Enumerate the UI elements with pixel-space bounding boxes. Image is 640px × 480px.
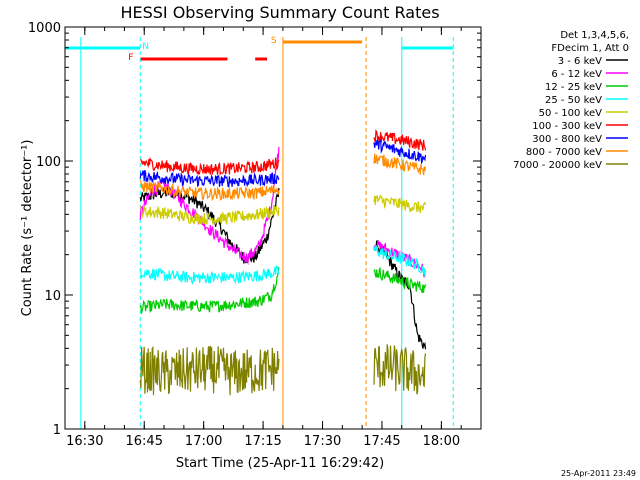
series-line: [140, 156, 280, 177]
series-line: [139, 169, 280, 188]
flag-label-f: F: [128, 53, 133, 63]
chart-title: HESSI Observing Summary Count Rates: [120, 3, 439, 22]
series-line: [373, 266, 427, 294]
legend-entry-label: 12 - 25 keV: [545, 82, 602, 93]
series-line: [139, 205, 280, 226]
legend-header: Det 1,3,4,5,6,: [560, 30, 629, 41]
legend-entry-label: 7000 - 20000 keV: [513, 160, 602, 171]
legend-entry-label: 3 - 6 keV: [558, 56, 602, 67]
series-line: [373, 194, 427, 214]
series-line: [139, 267, 280, 314]
series-line: [139, 265, 280, 285]
flag-label-n: N: [142, 42, 149, 52]
y-tick-label: 10: [44, 289, 61, 304]
legend-header: FDecim 1, Att 0: [551, 43, 629, 54]
series-line: [373, 239, 426, 278]
legend-entry-label: 25 - 50 keV: [545, 95, 602, 106]
footer-timestamp: 25-Apr-2011 23:49: [561, 469, 636, 478]
x-tick-label: 17:45: [363, 434, 400, 449]
series-line: [373, 245, 427, 277]
series-line: [373, 129, 427, 151]
x-axis-label: Start Time (25-Apr-11 16:29:42): [176, 456, 384, 471]
x-tick-label: 17:15: [244, 434, 281, 449]
series-line: [139, 146, 280, 266]
axes: 1 10 100 1000 16:30 16:45 17:00 17:15 17:30 17:45…: [28, 21, 482, 449]
y-axis-label: Count Rate (s⁻¹ detector⁻¹): [20, 140, 35, 317]
y-tick-label: 1: [53, 423, 61, 438]
legend-entry-label: 300 - 800 keV: [532, 134, 602, 145]
x-tick-label: 16:30: [66, 434, 103, 449]
series-line: [139, 180, 280, 202]
series-line: [373, 153, 427, 176]
legend: Det 1,3,4,5,6, FDecim 1, Att 0 3 - 6 keV 6 …: [513, 30, 629, 171]
legend-entry-label: 800 - 7000 keV: [526, 147, 602, 158]
y-tick-label: 1000: [28, 21, 61, 36]
series-line: [139, 345, 280, 396]
flag-label-s: S: [271, 36, 277, 46]
x-tick-label: 18:00: [423, 434, 460, 449]
x-tick-label: 16:45: [126, 434, 163, 449]
legend-entry-label: 50 - 100 keV: [539, 108, 603, 119]
y-tick-label: 100: [36, 155, 61, 170]
legend-entry-label: 100 - 300 keV: [532, 121, 602, 132]
series-line: [139, 186, 280, 264]
series-line: [373, 344, 427, 395]
plot-frame: [64, 26, 482, 430]
legend-entry-label: 6 - 12 keV: [551, 69, 602, 80]
x-tick-label: 17:30: [304, 434, 341, 449]
series-line: [373, 139, 427, 165]
plot-area: NF S: [65, 36, 454, 429]
x-tick-label: 17:00: [185, 434, 222, 449]
